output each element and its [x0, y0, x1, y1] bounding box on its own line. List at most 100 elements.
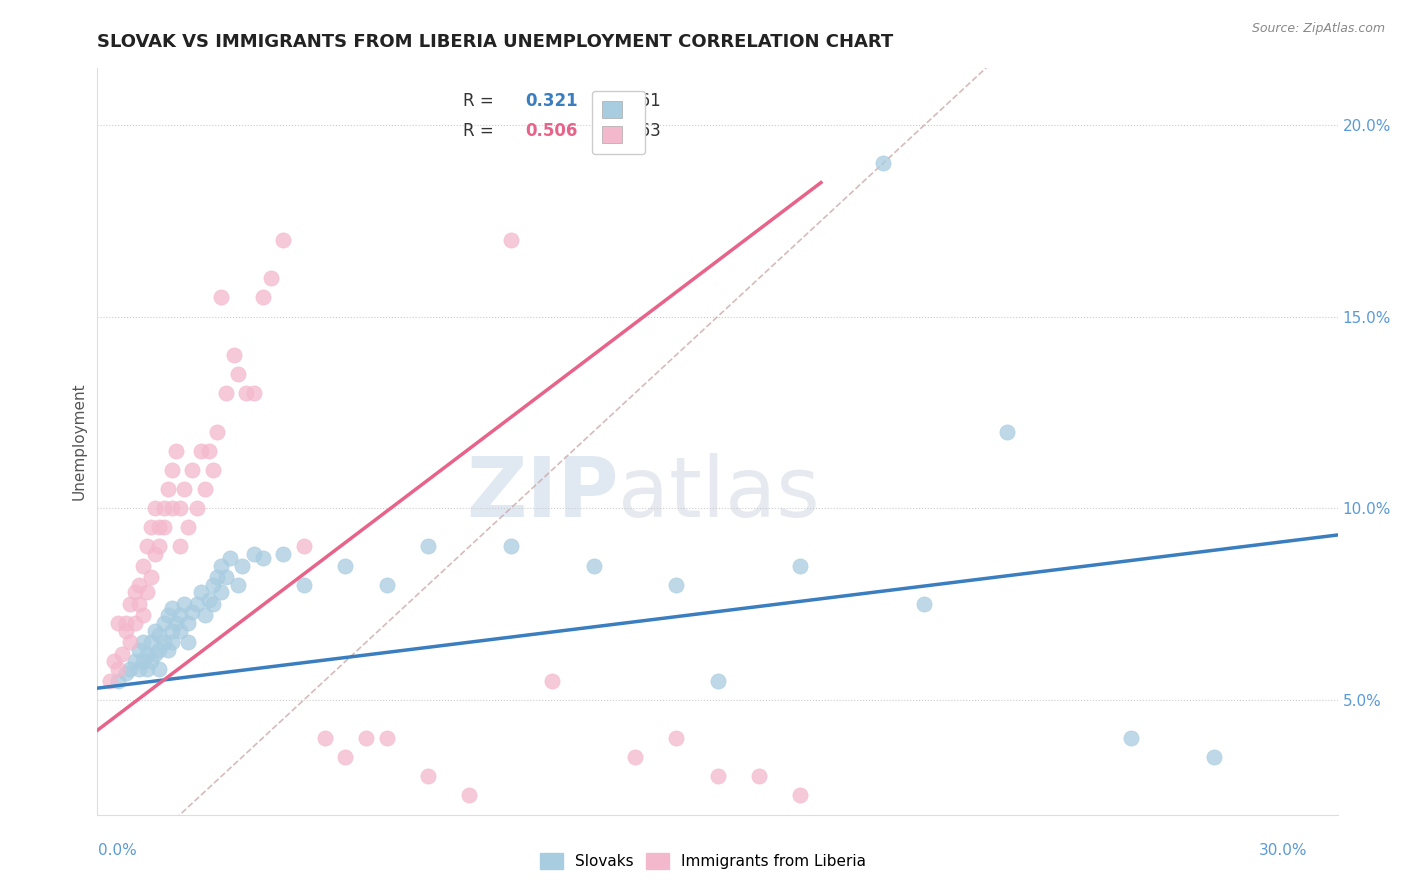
Point: [214, 570, 236, 584]
Point: [160, 624, 183, 638]
Point: [209, 585, 232, 599]
Point: [120, 597, 142, 611]
Point: [139, 635, 162, 649]
Point: [169, 540, 191, 554]
Point: [143, 647, 166, 661]
Point: [181, 605, 204, 619]
Point: [152, 615, 174, 630]
Point: [148, 520, 170, 534]
Point: [169, 608, 191, 623]
Point: [273, 547, 295, 561]
Point: [132, 608, 155, 623]
Point: [995, 425, 1018, 439]
Point: [252, 550, 274, 565]
Point: [136, 662, 159, 676]
Point: [148, 643, 170, 657]
Point: [260, 271, 283, 285]
Point: [207, 425, 229, 439]
Point: [156, 643, 179, 657]
Text: N =  61: N = 61: [588, 92, 661, 111]
Point: [156, 482, 179, 496]
Point: [115, 624, 138, 638]
Point: [169, 501, 191, 516]
Point: [252, 291, 274, 305]
Text: atlas: atlas: [619, 453, 820, 534]
Point: [186, 597, 208, 611]
Point: [143, 501, 166, 516]
Point: [231, 558, 253, 573]
Point: [706, 673, 728, 688]
Text: ZIP: ZIP: [465, 453, 619, 534]
Point: [872, 156, 894, 170]
Y-axis label: Unemployment: Unemployment: [72, 383, 86, 500]
Point: [292, 540, 315, 554]
Point: [115, 665, 138, 680]
Point: [582, 558, 605, 573]
Point: [148, 540, 170, 554]
Point: [107, 615, 129, 630]
Point: [335, 558, 357, 573]
Text: Source: ZipAtlas.com: Source: ZipAtlas.com: [1251, 22, 1385, 36]
Point: [226, 578, 249, 592]
Point: [190, 585, 212, 599]
Point: [375, 731, 398, 745]
Point: [418, 769, 440, 783]
Point: [194, 608, 217, 623]
Point: [706, 769, 728, 783]
Point: [136, 540, 159, 554]
Point: [173, 597, 195, 611]
Point: [136, 585, 159, 599]
Point: [458, 789, 481, 803]
Text: 30.0%: 30.0%: [1260, 843, 1308, 858]
Point: [132, 654, 155, 668]
Point: [214, 386, 236, 401]
Point: [499, 540, 522, 554]
Point: [148, 662, 170, 676]
Point: [177, 635, 200, 649]
Point: [209, 291, 232, 305]
Point: [202, 578, 225, 592]
Point: [98, 673, 121, 688]
Point: [139, 570, 162, 584]
Point: [198, 443, 221, 458]
Text: 0.0%: 0.0%: [98, 843, 138, 858]
Text: N =  63: N = 63: [588, 122, 661, 140]
Point: [273, 233, 295, 247]
Point: [665, 731, 688, 745]
Point: [1202, 750, 1225, 764]
Point: [243, 386, 266, 401]
Point: [177, 520, 200, 534]
Point: [152, 520, 174, 534]
Point: [243, 547, 266, 561]
Point: [124, 615, 146, 630]
Point: [165, 443, 187, 458]
Legend: , : ,: [592, 91, 645, 154]
Legend: Slovaks, Immigrants from Liberia: Slovaks, Immigrants from Liberia: [534, 847, 872, 875]
Point: [107, 673, 129, 688]
Point: [198, 593, 221, 607]
Text: R =: R =: [463, 122, 505, 140]
Point: [152, 635, 174, 649]
Point: [139, 520, 162, 534]
Point: [789, 789, 811, 803]
Point: [314, 731, 336, 745]
Point: [222, 348, 245, 362]
Point: [169, 624, 191, 638]
Point: [202, 463, 225, 477]
Point: [202, 597, 225, 611]
Point: [128, 578, 150, 592]
Point: [124, 585, 146, 599]
Point: [120, 662, 142, 676]
Point: [226, 367, 249, 381]
Point: [186, 501, 208, 516]
Point: [375, 578, 398, 592]
Point: [111, 647, 134, 661]
Point: [132, 558, 155, 573]
Point: [665, 578, 688, 592]
Point: [128, 597, 150, 611]
Point: [160, 635, 183, 649]
Point: [128, 662, 150, 676]
Point: [173, 482, 195, 496]
Point: [139, 654, 162, 668]
Point: [190, 443, 212, 458]
